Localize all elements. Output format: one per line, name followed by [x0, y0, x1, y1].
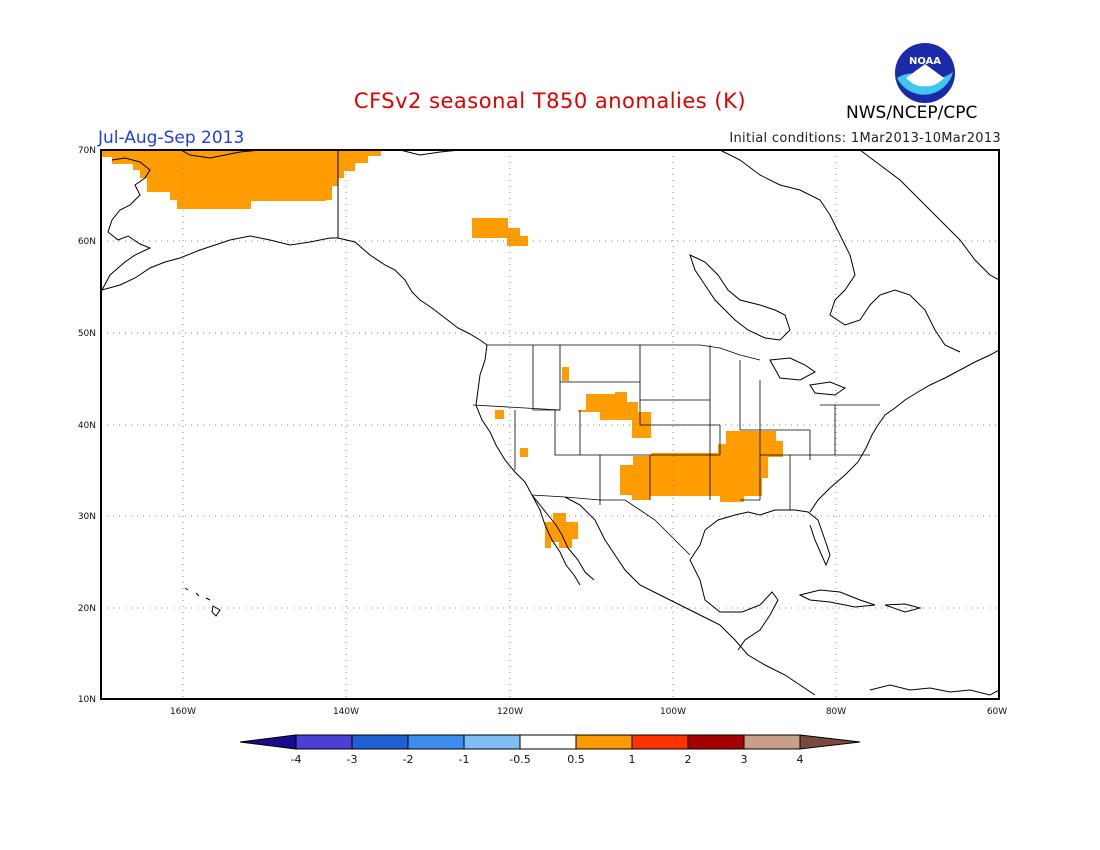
lon-axis: 160W 140W 120W 100W 80W 60W: [170, 707, 1007, 717]
colorbar-segment: [575, 734, 633, 750]
colorbar-arrow-high: [799, 734, 861, 750]
colorbar-label: -1: [459, 753, 470, 766]
initial-conditions: Initial conditions: 1Mar2013-10Mar2013: [729, 131, 1001, 146]
lat-label: 60N: [78, 237, 96, 247]
lon-label: 100W: [660, 707, 686, 717]
colorbar-arrow-low: [239, 734, 297, 750]
political-borders: [472, 344, 880, 556]
coastlines: [101, 150, 999, 696]
colorbar-label: -2: [403, 753, 414, 766]
colorbar-label: 0.5: [567, 753, 585, 766]
forecast-period: Jul-Aug-Sep 2013: [98, 128, 245, 148]
lon-label: 80W: [826, 707, 846, 717]
colorbar-segment: [687, 734, 745, 750]
colorbar-segment: [407, 734, 465, 750]
colorbar-label: -0.5: [509, 753, 530, 766]
lat-label: 50N: [78, 329, 96, 339]
colorbar: [239, 734, 861, 750]
chart-title: CFSv2 seasonal T850 anomalies (K): [353, 89, 747, 113]
map-area: [101, 150, 999, 699]
colorbar-label: -3: [347, 753, 358, 766]
lat-label: 20N: [78, 604, 96, 614]
noaa-logo-icon: NOAA: [895, 43, 955, 103]
lon-label: 140W: [333, 707, 359, 717]
map-frame: [100, 149, 1000, 700]
anomaly-region-southern-plains: [620, 431, 783, 502]
logo-text: NOAA: [909, 56, 941, 67]
colorbar-segment: [295, 734, 353, 750]
colorbar-segment: [463, 734, 521, 750]
colorbar-segment: [519, 734, 577, 750]
lat-label: 30N: [78, 512, 96, 522]
colorbar-label: 3: [741, 753, 748, 766]
colorbar-label: 2: [685, 753, 692, 766]
lat-label: 70N: [78, 146, 96, 156]
agency-label: NWS/NCEP/CPC: [846, 103, 978, 123]
anomaly-region-montana: [562, 367, 569, 381]
anomaly-region-yukon: [472, 218, 528, 246]
anomaly-region-alaska: [101, 150, 381, 209]
lon-label: 160W: [170, 707, 196, 717]
lat-label: 40N: [78, 421, 96, 431]
anomaly-region-wyoming: [578, 392, 651, 438]
colorbar-segment: [351, 734, 409, 750]
colorbar-label: 4: [797, 753, 804, 766]
anomaly-region-nevada: [495, 410, 504, 419]
anomaly-shading: [101, 150, 783, 548]
colorbar-label: -4: [291, 753, 302, 766]
anomaly-region-arizona: [520, 448, 528, 457]
colorbar-segment: [743, 734, 801, 750]
lat-axis: 70N 60N 50N 40N 30N 20N 10N: [78, 146, 96, 705]
lon-label: 120W: [497, 707, 523, 717]
colorbar-segment: [631, 734, 689, 750]
lon-label: 60W: [987, 707, 1007, 717]
colorbar-labels: -4 -3 -2 -1 -0.5 0.5 1 2 3 4: [291, 753, 804, 766]
colorbar-label: 1: [629, 753, 636, 766]
lat-label: 10N: [78, 695, 96, 705]
